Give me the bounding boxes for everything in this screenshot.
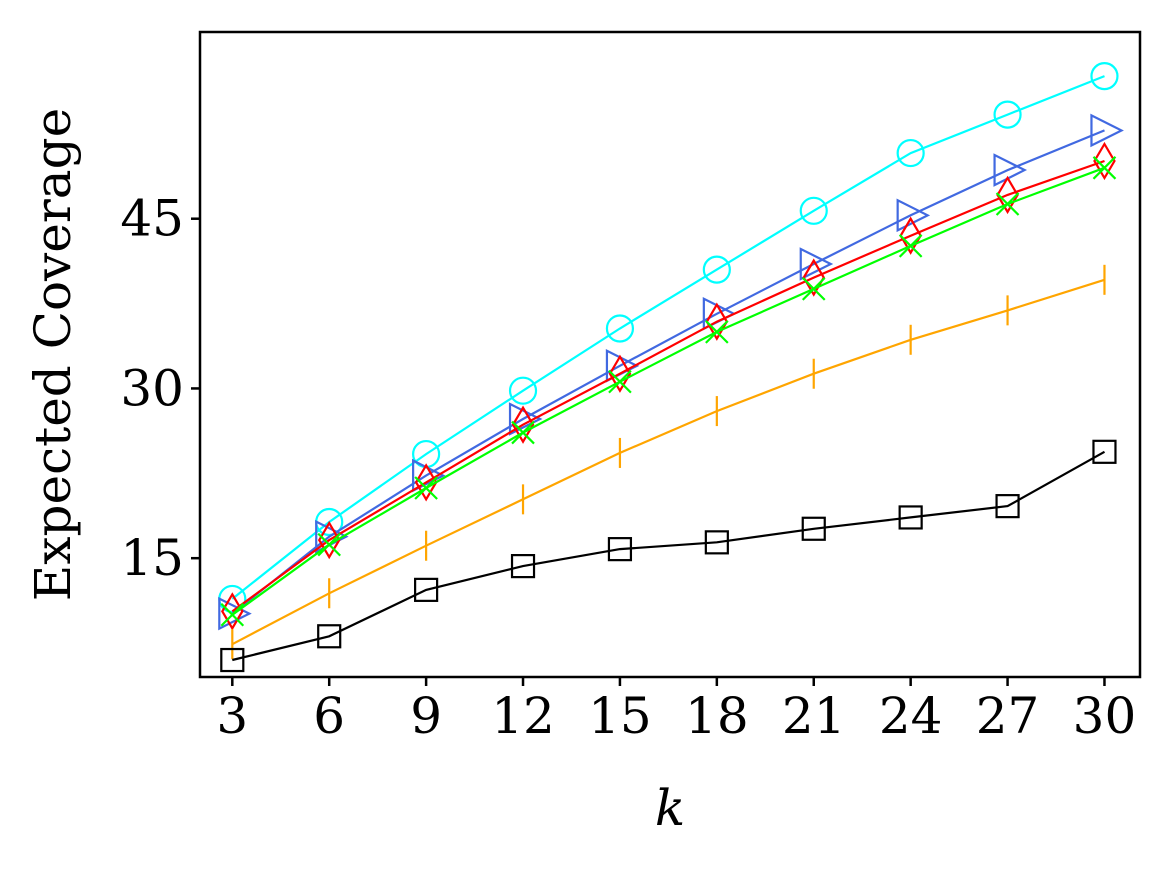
data-point <box>414 476 438 500</box>
data-point <box>801 277 826 301</box>
data-point <box>705 302 729 341</box>
x-tick-label: 21 <box>782 687 846 745</box>
data-point <box>1090 113 1124 148</box>
data-point <box>511 405 535 444</box>
data-point <box>995 192 1020 216</box>
x-tick-label: 3 <box>216 687 248 745</box>
data-point <box>508 376 538 405</box>
series-triangle-right <box>218 113 1124 631</box>
data-point <box>221 592 244 631</box>
data-point <box>220 602 245 627</box>
series-x <box>220 156 1117 627</box>
data-point <box>218 596 252 631</box>
series-line <box>232 450 1106 662</box>
series-line <box>231 159 1105 613</box>
data-point <box>802 258 826 297</box>
y-tick-label: 45 <box>120 190 184 248</box>
data-point <box>1093 141 1116 181</box>
data-point <box>899 216 922 255</box>
data-point <box>414 577 439 602</box>
data-point <box>317 624 342 649</box>
data-point <box>799 247 834 281</box>
series-line <box>231 278 1105 646</box>
data-point <box>414 463 438 502</box>
x-tick-label: 27 <box>976 687 1040 745</box>
data-point <box>607 537 633 562</box>
data-point <box>898 234 923 258</box>
data-point <box>898 505 923 530</box>
data-point <box>995 494 1020 519</box>
data-point <box>993 153 1028 187</box>
series-square <box>220 439 1117 673</box>
x-tick-label: 12 <box>491 687 555 745</box>
series-layer <box>218 62 1124 673</box>
data-point <box>801 516 826 541</box>
data-point <box>1090 62 1119 91</box>
x-tick-label: 15 <box>588 687 652 745</box>
data-point <box>704 530 729 555</box>
series-line <box>231 129 1105 615</box>
series-thin-diamond <box>221 141 1116 631</box>
data-point <box>1092 439 1117 464</box>
x-axis-title: k <box>655 779 685 837</box>
plot-frame <box>198 30 1142 679</box>
data-point <box>510 554 536 579</box>
data-point <box>799 196 828 225</box>
x-tick-label: 18 <box>685 687 749 745</box>
data-point <box>993 100 1022 129</box>
data-point <box>511 420 535 445</box>
data-point <box>996 175 1019 215</box>
data-point <box>317 520 341 560</box>
data-point <box>220 647 245 673</box>
data-point <box>702 255 731 284</box>
x-tick-label: 24 <box>879 687 943 745</box>
data-point <box>896 138 925 168</box>
data-point <box>608 369 632 394</box>
x-tick-label: 9 <box>410 687 442 745</box>
data-point <box>605 314 635 343</box>
series-vline <box>231 264 1106 660</box>
y-axis-title: Expected Coverage <box>24 108 82 601</box>
data-point <box>705 320 729 344</box>
data-point <box>317 532 341 557</box>
x-tick-label: 6 <box>313 687 345 745</box>
axis-ticks: 3 6 9 12 15 18 21 24 27 30 15 30 45 <box>120 190 1136 745</box>
data-point <box>1092 156 1117 180</box>
data-point <box>608 354 632 393</box>
y-tick-label: 30 <box>120 359 184 417</box>
series-line <box>231 166 1105 616</box>
x-tick-label: 30 <box>1073 687 1137 745</box>
series-line <box>231 75 1105 600</box>
y-tick-label: 15 <box>120 529 184 587</box>
